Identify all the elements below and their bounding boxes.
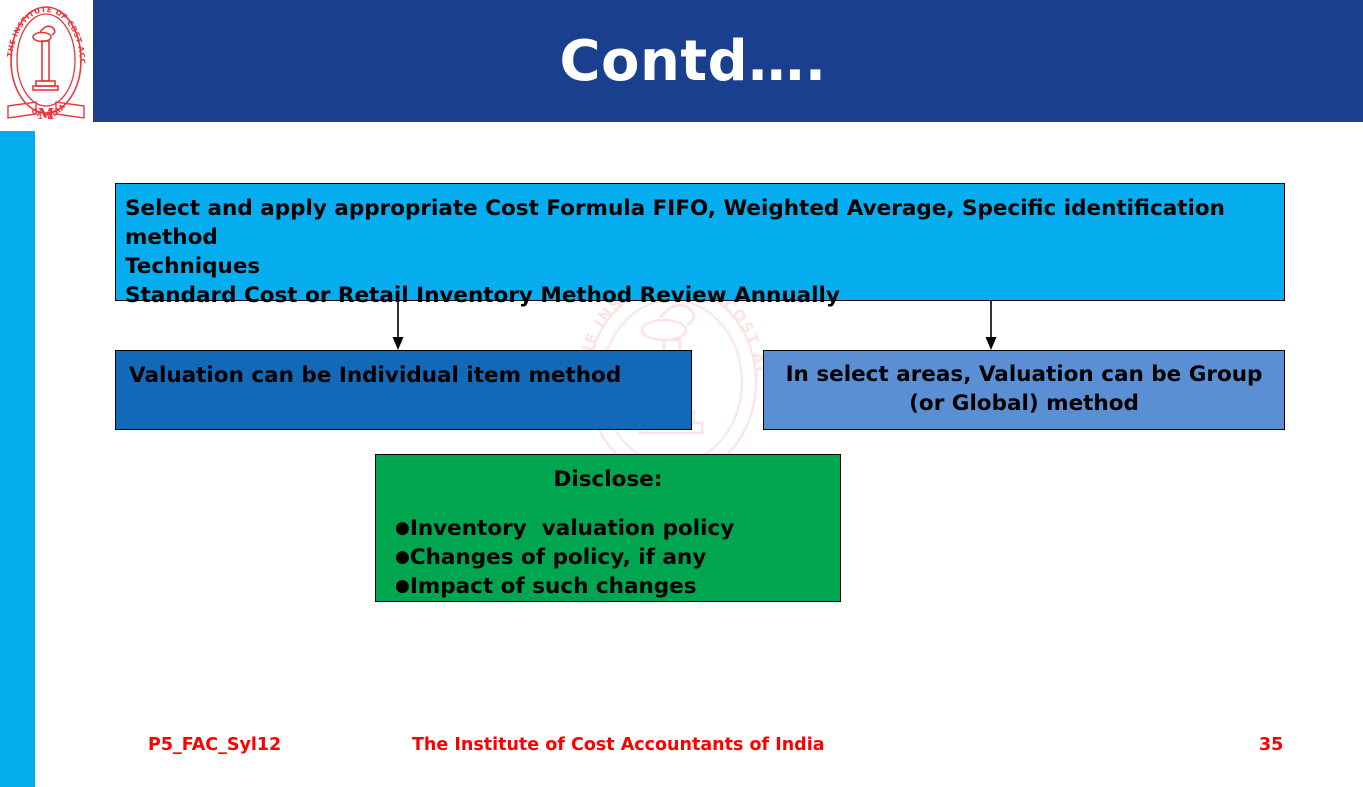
list-item: ●Impact of such changes [395,572,840,601]
svg-text:M: M [38,105,55,123]
institute-logo-icon: THE INSTITUTE OF COST ACCOUNTANTS OF IND… [0,0,90,127]
disclose-heading: Disclose: [553,467,663,492]
flowchart-box-cost-formula: Select and apply appropriate Cost Formul… [115,183,1285,308]
bullet-icon: ● [395,576,410,596]
flowchart-box-disclose: Disclose: ●Inventory valuation policy ●C… [375,454,841,602]
footer-page-number: 35 [1259,735,1284,755]
flowchart-box-individual-item-method: Valuation can be Individual item method [115,350,692,430]
header-banner [93,0,1363,122]
slide-footer: P5_FAC_Syl12 The Institute of Cost Accou… [0,735,1363,765]
box-top-line-2: Techniques [125,254,261,279]
flowchart-box-group-global-method: In select areas, Valuation can be Group … [763,350,1285,430]
list-item-label: Changes of policy, if any [409,545,707,570]
list-item: ●Changes of policy, if any [395,543,840,572]
bullet-icon: ● [395,518,410,538]
bullet-icon: ● [395,547,410,567]
disclose-bullet-list: ●Inventory valuation policy ●Changes of … [376,514,840,601]
footer-organization: The Institute of Cost Accountants of Ind… [412,735,825,755]
list-item-label: Inventory valuation policy [409,516,735,541]
left-accent-strip [0,131,35,787]
list-item-label: Impact of such changes [409,574,697,599]
footer-subject-code: P5_FAC_Syl12 [148,735,282,755]
page-title: Contd…. [559,28,827,94]
arrow-top-to-left-box [392,301,404,350]
box-right-text: In select areas, Valuation can be Group … [785,362,1263,416]
list-item: ●Inventory valuation policy [395,514,840,543]
box-top-line-1: Select and apply appropriate Cost Formul… [125,196,1225,250]
box-left-text: Valuation can be Individual item method [129,363,622,388]
box-top-line-3: Standard Cost or Retail Inventory Method… [125,283,840,308]
arrow-top-to-right-box [985,301,997,350]
